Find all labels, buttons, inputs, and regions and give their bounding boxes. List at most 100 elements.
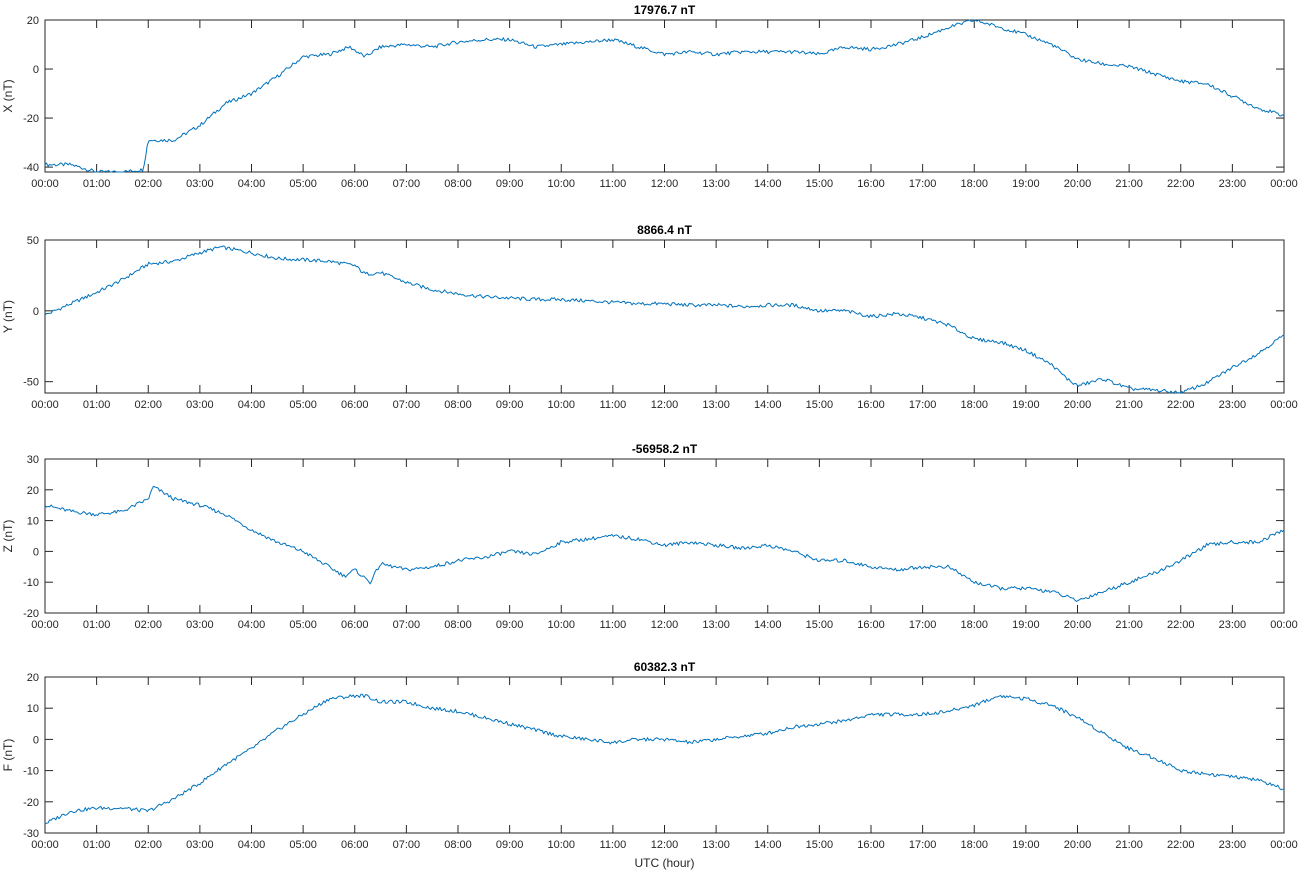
x-tick-label: 19:00 (1012, 839, 1040, 851)
x-tick-label: 12:00 (651, 399, 679, 411)
subplot-title: 60382.3 nT (634, 660, 696, 674)
x-tick-label: 00:00 (1270, 619, 1298, 631)
x-tick-label: 08:00 (444, 839, 472, 851)
x-tick-label: 18:00 (960, 399, 988, 411)
series-line (44, 693, 1284, 825)
x-tick-label: 00:00 (31, 839, 59, 851)
y-tick-label: -20 (23, 113, 39, 125)
series-line (44, 245, 1285, 394)
x-tick-label: 13:00 (702, 178, 730, 190)
x-tick-label: 12:00 (651, 839, 679, 851)
x-tick-label: 11:00 (600, 399, 627, 411)
x-tick-label: 02:00 (134, 399, 162, 411)
plot-area (44, 458, 1285, 614)
x-tick-label: 05:00 (289, 178, 317, 190)
y-tick-label: -10 (23, 577, 39, 589)
x-tick-label: 18:00 (960, 839, 988, 851)
y-tick-label: 0 (33, 734, 39, 746)
x-tick-label: 17:00 (909, 619, 937, 631)
y-tick-label: -20 (23, 608, 39, 620)
x-tick-label: 07:00 (393, 619, 421, 631)
y-tick-label: -50 (23, 377, 39, 389)
x-tick-label: 00:00 (31, 619, 59, 631)
plot-area (44, 19, 1285, 173)
y-tick-label: 0 (33, 546, 39, 558)
x-tick-label: 13:00 (702, 839, 730, 851)
x-tick-label: 22:00 (1167, 619, 1195, 631)
x-tick-label: 16:00 (857, 619, 885, 631)
x-tick-label: 18:00 (960, 178, 988, 190)
y-tick-label: 20 (27, 672, 39, 684)
x-tick-label: 02:00 (134, 619, 162, 631)
x-tick-label: 04:00 (238, 178, 266, 190)
x-tick-label: 06:00 (341, 399, 369, 411)
x-tick-label: 07:00 (393, 839, 421, 851)
x-tick-label: 08:00 (444, 178, 472, 190)
x-tick-label: 19:00 (1012, 399, 1040, 411)
y-tick-label: 20 (27, 15, 39, 27)
x-tick-label: 16:00 (857, 178, 885, 190)
x-tick-label: 17:00 (909, 399, 937, 411)
x-tick-label: 23:00 (1219, 839, 1247, 851)
subplot-y: 00:00 01:00 02:00 03:00 04:00 05:00 06:00 07:00… (1, 223, 1298, 411)
x-tick-label: 10:00 (547, 619, 575, 631)
plot-area (44, 239, 1285, 394)
x-tick-label: 09:00 (496, 399, 524, 411)
x-tick-label: 20:00 (1064, 839, 1092, 851)
y-axis-label: F (nT) (1, 739, 15, 772)
x-tick-label: 04:00 (238, 619, 266, 631)
y-tick-label: 20 (27, 485, 39, 497)
x-tick-label: 18:00 (960, 619, 988, 631)
x-tick-label: 12:00 (651, 178, 679, 190)
y-tick-label: 0 (33, 64, 39, 76)
x-tick-label: 23:00 (1219, 399, 1247, 411)
x-tick-label: 11:00 (600, 178, 627, 190)
x-tick-label: 15:00 (806, 399, 834, 411)
x-tick-label: 23:00 (1219, 178, 1247, 190)
x-tick-label: 11:00 (600, 839, 627, 851)
x-tick-label: 05:00 (289, 839, 317, 851)
x-tick-label: 01:00 (83, 619, 111, 631)
y-tick-label: 0 (33, 306, 39, 318)
y-tick-label: 30 (27, 454, 39, 466)
x-tick-label: 10:00 (547, 178, 575, 190)
x-tick-label: 17:00 (909, 839, 937, 851)
subplot-title: 8866.4 nT (637, 223, 692, 237)
y-axis-label: Y (nT) (1, 300, 15, 333)
x-tick-label: 11:00 (600, 619, 627, 631)
x-tick-label: 17:00 (909, 178, 937, 190)
subplot-title: -56958.2 nT (632, 442, 698, 456)
x-tick-label: 08:00 (444, 619, 472, 631)
x-tick-label: 04:00 (238, 839, 266, 851)
x-tick-label: 01:00 (83, 839, 111, 851)
subplot-z: 00:00 01:00 02:00 03:00 04:00 05:00 06:00 07:00… (1, 442, 1298, 631)
x-tick-label: 04:00 (238, 399, 266, 411)
x-tick-label: 14:00 (754, 399, 782, 411)
subplot-f: 00:00 01:00 02:00 03:00 04:00 05:00 06:00 07:00… (1, 660, 1298, 870)
x-tick-label: 10:00 (547, 839, 575, 851)
x-tick-label: 15:00 (806, 839, 834, 851)
x-axis-label: UTC (hour) (634, 856, 694, 870)
x-tick-label: 05:00 (289, 399, 317, 411)
x-tick-label: 14:00 (754, 839, 782, 851)
y-axis-label: X (nT) (1, 79, 15, 112)
y-tick-label: 10 (27, 703, 39, 715)
x-tick-label: 00:00 (1270, 399, 1298, 411)
x-tick-label: 00:00 (31, 399, 59, 411)
x-tick-label: 01:00 (83, 399, 111, 411)
x-tick-label: 03:00 (186, 619, 214, 631)
x-tick-label: 00:00 (1270, 839, 1298, 851)
x-tick-label: 09:00 (496, 839, 524, 851)
x-tick-label: 06:00 (341, 178, 369, 190)
series-line (44, 19, 1285, 173)
x-tick-label: 05:00 (289, 619, 317, 631)
x-tick-label: 12:00 (651, 619, 679, 631)
x-tick-label: 14:00 (754, 178, 782, 190)
x-tick-label: 19:00 (1012, 178, 1040, 190)
x-tick-label: 21:00 (1115, 619, 1143, 631)
x-tick-label: 08:00 (444, 399, 472, 411)
x-tick-label: 21:00 (1115, 178, 1143, 190)
x-tick-label: 13:00 (702, 619, 730, 631)
x-tick-label: 03:00 (186, 178, 214, 190)
